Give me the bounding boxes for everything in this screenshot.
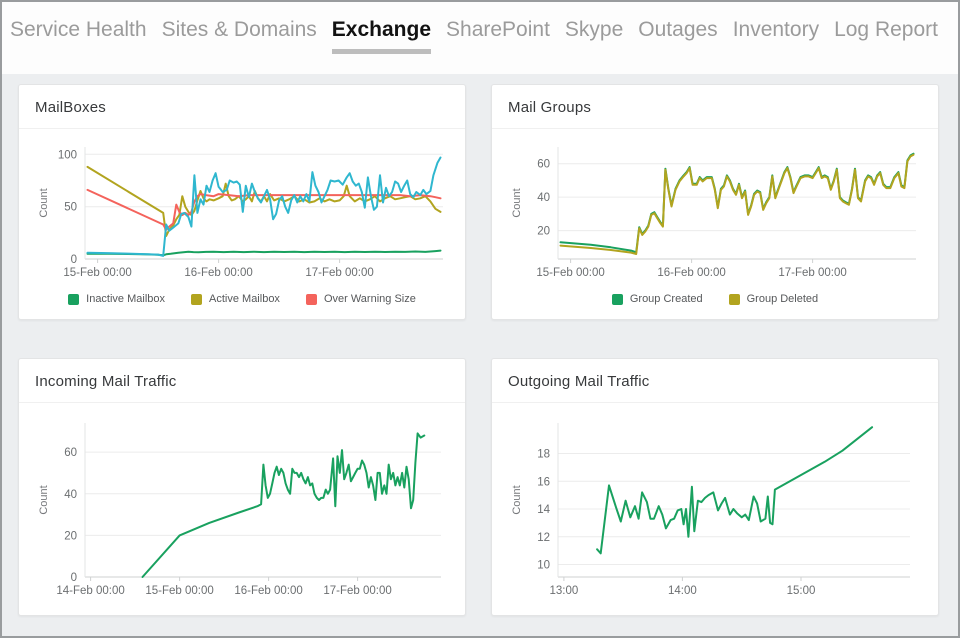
legend-item-over-warning-size[interactable]: Over Warning Size — [305, 293, 416, 305]
legend-label: Over Warning Size — [323, 293, 416, 305]
outgoing-mail-traffic-chart[interactable]: 10 12 14 16 18 13:00 14:00 15:00 Count — [508, 411, 924, 607]
series-line-unlabeled — [596, 426, 874, 555]
dashboard-content: MailBoxes 0 50 100 15-Feb 00:00 16-Feb 00:00… — [2, 74, 958, 636]
series-line-unlabeled — [86, 156, 442, 257]
legend-item-group-deleted[interactable]: Group Deleted — [728, 293, 819, 305]
panel-title-mailboxes: MailBoxes — [19, 97, 465, 129]
panel-title-incoming-mail-traffic: Incoming Mail Traffic — [19, 371, 465, 403]
x-tick-label: 16-Feb 00:00 — [184, 267, 252, 279]
legend-swatch — [68, 293, 80, 305]
series-line-active-mailbox — [86, 165, 442, 237]
y-tick-label: 60 — [537, 159, 550, 171]
panel-mail-groups: Mail Groups 20 40 60 15-Feb 00:00 16-Feb 00:… — [491, 84, 939, 320]
tab-outages[interactable]: Outages — [638, 18, 718, 41]
tab-sharepoint[interactable]: SharePoint — [446, 18, 550, 41]
y-tick-label: 12 — [537, 532, 550, 544]
y-tick-label: 16 — [537, 476, 550, 488]
series-line-group-created — [559, 152, 915, 254]
legend-label: Active Mailbox — [209, 293, 280, 305]
panel-title-mail-groups: Mail Groups — [492, 97, 938, 129]
x-tick-label: 14-Feb 00:00 — [56, 585, 124, 597]
y-tick-label: 20 — [537, 226, 550, 238]
y-tick-label: 0 — [71, 572, 77, 584]
y-tick-label: 14 — [537, 504, 550, 516]
legend-swatch — [611, 293, 623, 305]
tab-bar: Service Health Sites & Domains Exchange Sha… — [2, 2, 958, 74]
y-tick-label: 18 — [537, 449, 550, 461]
panel-incoming-mail-traffic: Incoming Mail Traffic 0 20 40 60 14-Feb 00:0… — [18, 358, 466, 616]
tab-skype[interactable]: Skype — [564, 18, 624, 41]
y-tick-label: 0 — [71, 254, 77, 266]
x-tick-label: 15-Feb 00:00 — [145, 585, 213, 597]
tab-sites-domains[interactable]: Sites & Domains — [161, 18, 317, 41]
x-tick-label: 17-Feb 00:00 — [323, 585, 391, 597]
x-tick-label: 13:00 — [550, 585, 579, 597]
tab-inventory[interactable]: Inventory — [732, 18, 820, 41]
x-tick-label: 14:00 — [668, 585, 697, 597]
y-tick-label: 60 — [64, 447, 77, 459]
mailboxes-legend: Inactive Mailbox Active Mailbox Over Warni… — [35, 293, 449, 305]
legend-swatch — [728, 293, 740, 305]
tab-exchange[interactable]: Exchange — [331, 18, 432, 54]
panel-mailboxes: MailBoxes 0 50 100 15-Feb 00:00 16-Feb 00:00… — [18, 84, 466, 320]
legend-label: Group Created — [629, 293, 703, 305]
y-tick-label: 50 — [64, 202, 77, 214]
y-axis-title: Count — [511, 485, 523, 514]
panel-outgoing-mail-traffic: Outgoing Mail Traffic 10 12 14 16 18 13:00 14:… — [491, 358, 939, 616]
x-tick-label: 17-Feb 00:00 — [305, 267, 373, 279]
legend-swatch — [305, 293, 317, 305]
y-axis-title: Count — [38, 485, 50, 514]
x-tick-label: 16-Feb 00:00 — [657, 267, 725, 279]
y-tick-label: 40 — [64, 489, 77, 501]
tab-service-health[interactable]: Service Health — [10, 18, 147, 41]
x-tick-label: 15:00 — [787, 585, 816, 597]
legend-label: Group Deleted — [746, 293, 819, 305]
y-tick-label: 10 — [537, 560, 550, 572]
mailboxes-chart[interactable]: 0 50 100 15-Feb 00:00 16-Feb 00:00 17-Feb 00:… — [35, 137, 451, 289]
series-line-unlabeled — [141, 432, 426, 578]
panel-title-outgoing-mail-traffic: Outgoing Mail Traffic — [492, 371, 938, 403]
mail-groups-legend: Group Created Group Deleted — [508, 293, 922, 305]
tab-log-report[interactable]: Log Report — [834, 18, 938, 41]
legend-item-inactive-mailbox[interactable]: Inactive Mailbox — [68, 293, 165, 305]
legend-label: Inactive Mailbox — [86, 293, 166, 305]
x-tick-label: 17-Feb 00:00 — [778, 267, 846, 279]
x-tick-label: 16-Feb 00:00 — [234, 585, 302, 597]
series-line-group-deleted — [559, 153, 915, 255]
y-axis-title: Count — [511, 188, 523, 217]
mail-groups-chart[interactable]: 20 40 60 15-Feb 00:00 16-Feb 00:00 17-Feb 00:… — [508, 137, 924, 289]
x-tick-label: 15-Feb 00:00 — [63, 267, 131, 279]
series-line-inactive-mailbox — [86, 249, 442, 257]
incoming-mail-traffic-chart[interactable]: 0 20 40 60 14-Feb 00:00 15-Feb 00:00 16-Feb 00… — [35, 411, 451, 607]
legend-item-active-mailbox[interactable]: Active Mailbox — [191, 293, 280, 305]
y-axis-title: Count — [38, 188, 50, 217]
y-tick-label: 100 — [58, 149, 77, 161]
x-tick-label: 15-Feb 00:00 — [536, 267, 604, 279]
y-tick-label: 40 — [537, 192, 550, 204]
legend-swatch — [191, 293, 203, 305]
legend-item-group-created[interactable]: Group Created — [611, 293, 703, 305]
y-tick-label: 20 — [64, 530, 77, 542]
